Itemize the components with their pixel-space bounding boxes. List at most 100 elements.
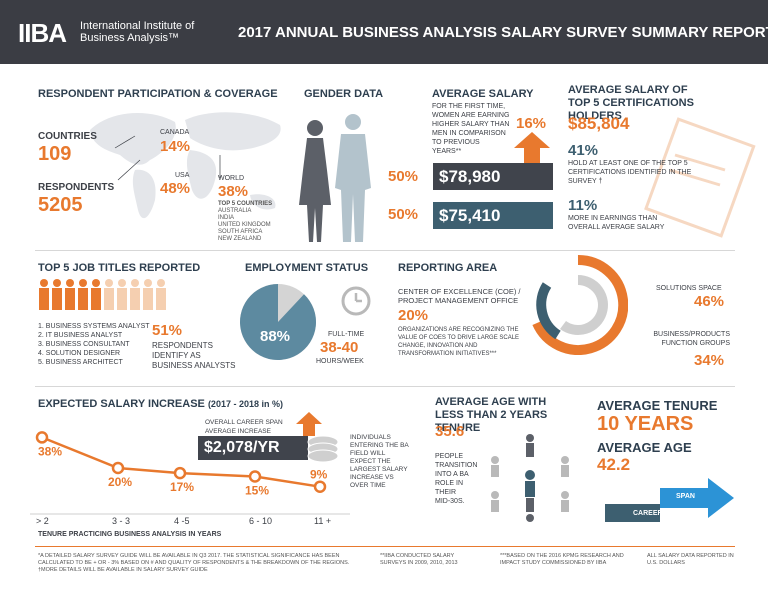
function-label: BUSINESS/PRODUCTS FUNCTION GROUPS [653,331,730,347]
respondents-value: 5205 [38,194,83,216]
age-value: 35.6 [435,423,465,440]
list-item: 5. BUSINESS ARCHITECT [38,359,123,366]
employment-heading: EMPLOYMENT STATUS [245,262,369,274]
people-row-icon [39,279,166,310]
certs-heading: AVERAGE SALARY OF TOP 5 CERTIFICATIONS H… [568,84,694,122]
span-label: SPAN [676,493,695,500]
world-value: 38% [218,183,249,200]
row-divider [35,386,735,387]
list-item: 3. BUSINESS CONSULTANT [38,341,130,348]
top5-list: AUSTRALIA INDIA UNITED KINGDOM SOUTH AFR… [218,208,271,243]
footnote-2: **IIBA CONDUCTED SALARY SURVEYS IN 2009,… [380,553,458,566]
person-icon [65,279,75,310]
people-network-icon [491,434,569,522]
list-item: 2. IT BUSINESS ANALYST [38,332,123,339]
fulltime-pct: 88% [260,328,291,345]
footer-divider [35,546,735,547]
row-divider [35,250,735,251]
data-point [313,480,327,493]
data-label: 20% [108,475,132,489]
person-icon [78,279,88,310]
person-icon [117,279,127,310]
list-item: 1. BUSINESS SYSTEMS ANALYST [38,323,150,330]
usa-label: USA [175,172,190,179]
salary-increase-heading: EXPECTED SALARY INCREASE (2017 - 2018 in… [38,398,283,410]
canada-value: 14% [160,138,191,155]
data-label: 9% [310,468,328,482]
x-tick-label: 11 + [314,516,331,526]
list-item: UNITED KINGDOM [218,222,271,228]
salary-increase-note: INDIVIDUALS ENTERING THE BA FIELD WILL E… [350,434,409,489]
job-titles-list: 1. BUSINESS SYSTEMS ANALYST 2. IT BUSINE… [38,322,150,367]
hours-label: HOURS/WEEK [316,358,364,365]
header-bar [0,0,768,64]
list-item: 4. SOLUTION DESIGNER [38,350,121,357]
age-value-2: 42.2 [597,455,631,474]
person-icon [130,279,140,310]
footnote-1: *A DETAILED SALARY SURVEY GUIDE WILL BE … [38,553,350,573]
canada-label: CANADA [160,129,190,136]
list-item: NEW ZEALAND [218,236,262,242]
male-salary: $75,410 [433,202,553,229]
person-icon [52,279,62,310]
page-title: 2017 ANNUAL BUSINESS ANALYSIS SALARY SUR… [238,24,768,41]
solutions-pct: 46% [694,293,725,310]
job-titles-heading: TOP 5 JOB TITLES REPORTED [38,262,201,274]
ba-pct: 51% [152,322,183,339]
certs-pct2: 11% [568,197,598,214]
participation-heading: RESPONDENT PARTICIPATION & COVERAGE [38,88,278,100]
list-item: INDIA [218,215,235,221]
x-tick-label: 3 - 3 [112,516,130,526]
data-point [35,431,49,444]
solutions-label: SOLUTIONS SPACE [656,285,722,292]
countries-value: 109 [38,143,72,165]
respondents-label: RESPONDENTS [38,182,115,193]
certs-pct2-text: MORE IN EARNINGS THAN OVERALL AVERAGE SA… [568,215,665,231]
data-point [111,461,125,475]
heading-text: EXPECTED SALARY INCREASE [38,398,205,410]
iiba-logo: IIBA [18,18,67,48]
up-arrow-icon [514,132,550,166]
x-tick-label: 4 -5 [174,516,190,526]
age-heading: AVERAGE AGE WITH LESS THAN 2 YEARS TENUR… [435,396,548,434]
data-label: 38% [38,444,62,458]
avg-salary-note: FOR THE FIRST TIME, WOMEN ARE EARNING HI… [432,103,510,155]
reporting-donut [532,255,628,355]
x-tick-label: > 2 [36,516,49,526]
fulltime-slice [239,284,316,360]
person-icon [39,279,49,310]
countries-label: COUNTRIES [38,131,97,142]
certificate-icon [644,117,756,238]
person-icon [156,279,166,310]
clock-icon [341,286,371,316]
avg-salary-increase: 16% [516,115,547,132]
female-salary: $78,980 [433,163,553,190]
age-heading-2: AVERAGE AGE [597,440,692,455]
person-icon [143,279,153,310]
ba-pct-text: RESPONDENTS IDENTIFY AS BUSINESS ANALYST… [152,341,236,370]
usa-value: 48% [160,180,191,197]
list-item: SOUTH AFRICA [218,229,263,235]
coe-label: CENTER OF EXCELLENCE (COE) / PROJECT MAN… [398,287,521,305]
female-share: 50% [388,168,419,185]
woman-man-icon [299,114,371,242]
certs-salary: $85,804 [568,114,630,133]
person-icon [91,279,101,310]
career-label: OVERALL CAREER SPAN AVERAGE INCREASE [205,419,283,435]
career-span-arrow-icon [605,478,734,522]
avg-salary-heading: AVERAGE SALARY [432,88,534,100]
world-label: WORLD [218,175,245,182]
heading-suffix: (2017 - 2018 in %) [207,399,283,409]
data-label: 15% [245,484,269,498]
certs-pct1: 41% [568,142,599,159]
function-pct: 34% [694,352,725,369]
male-share: 50% [388,206,419,223]
org-name: International Institute of Business Anal… [80,20,195,44]
coe-pct: 20% [398,307,429,324]
fulltime-label: FULL-TIME [328,331,365,338]
world-map-icon [90,112,281,219]
tenure-heading: AVERAGE TENURE [597,398,718,413]
hours-value: 38-40 [320,339,359,356]
data-point [173,466,187,480]
up-arrow-icon [296,412,322,436]
